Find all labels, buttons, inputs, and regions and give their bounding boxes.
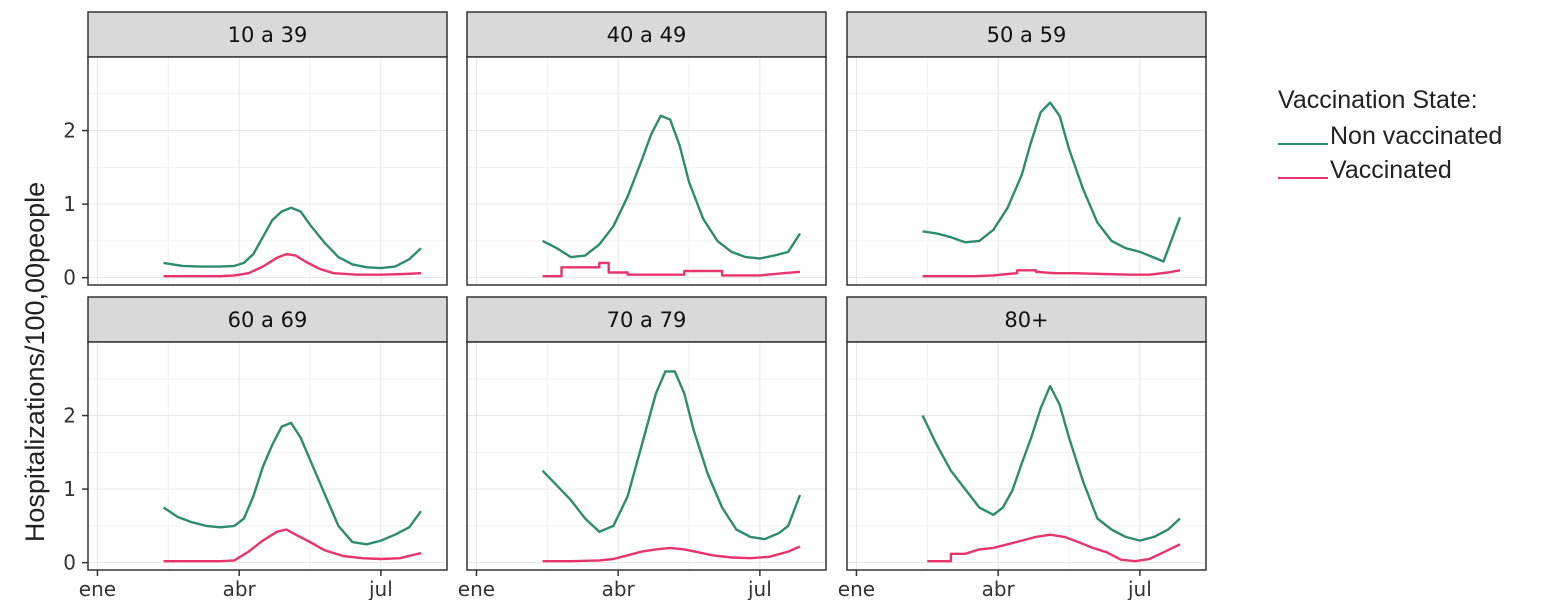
panel-border <box>87 56 448 286</box>
panel-strip-title: 50 a 59 <box>987 23 1067 47</box>
series-line-vaccinated <box>163 528 422 563</box>
y-tick-label: 1 <box>63 192 76 216</box>
panel-strip-title: 10 a 39 <box>228 23 308 47</box>
panel-50-a-59: 50 a 59 <box>846 11 1207 286</box>
panel-80+: 80+ ene abr jul <box>838 296 1207 600</box>
panel-strip <box>466 11 827 58</box>
x-tick-label: abr <box>602 577 636 600</box>
legend-label-vaccinated: Vaccinated <box>1330 156 1452 184</box>
panel-strip <box>846 11 1207 58</box>
panel-strip-title: 80+ <box>1004 308 1048 332</box>
panel-border <box>846 56 1207 286</box>
legend-label-non-vaccinated: Non vaccinated <box>1330 122 1503 150</box>
legend-item-non-vaccinated: Non vaccinated <box>1278 119 1502 153</box>
panel-border <box>466 56 827 286</box>
panel-plot-area <box>88 57 447 285</box>
x-tick-label: jul <box>368 577 393 600</box>
x-tick-label: ene <box>458 577 495 600</box>
series-line-non-vaccinated <box>921 384 1181 542</box>
panel-border <box>87 341 448 571</box>
panel-70-a-79: 70 a 79 ene abr jul <box>458 296 827 600</box>
panel-strip-title: 70 a 79 <box>607 308 687 332</box>
panel-strip <box>87 11 448 58</box>
series-line-non-vaccinated <box>162 421 422 546</box>
series-line-vaccinated <box>922 269 1181 278</box>
series-line-vaccinated <box>542 545 801 563</box>
legend-title: Vaccination State: <box>1278 86 1478 114</box>
y-axis-label: Hospitalizations/100,00people <box>20 182 50 542</box>
series-line-non-vaccinated <box>541 370 802 541</box>
y-tick-label: 0 <box>63 266 76 290</box>
panel-strip <box>87 296 448 343</box>
panel-60-a-69: 60 a 69 0 1 2 ene abr jul <box>63 296 448 600</box>
legend-swatch-non-vaccinated <box>1278 143 1328 145</box>
series-line-non-vaccinated <box>542 114 802 260</box>
panel-plot-area <box>847 57 1206 285</box>
panel-plot-area <box>467 342 826 570</box>
x-tick-label: abr <box>223 577 257 600</box>
y-tick-label: 2 <box>63 404 76 428</box>
series-line-vaccinated <box>927 533 1181 563</box>
legend: Vaccination State: Non vaccinated Vaccin… <box>1278 86 1502 187</box>
panel-border <box>846 341 1207 571</box>
x-tick-label: ene <box>79 577 116 600</box>
panel-border <box>466 341 827 571</box>
series-line-non-vaccinated <box>163 206 422 270</box>
series-line-vaccinated <box>163 252 422 278</box>
series-line-non-vaccinated <box>922 101 1182 263</box>
y-tick-label: 1 <box>63 477 76 501</box>
panel-strip <box>466 296 827 343</box>
y-tick-label: 2 <box>63 119 76 143</box>
x-tick-label: ene <box>838 577 875 600</box>
panel-10-a-39: 10 a 39 0 1 2 <box>63 11 448 290</box>
panel-strip <box>846 296 1207 343</box>
series-line-vaccinated <box>542 261 801 278</box>
y-tick-label: 0 <box>63 551 76 575</box>
x-tick-label: jul <box>1127 577 1152 600</box>
legend-swatch-vaccinated <box>1278 177 1328 179</box>
x-tick-label: abr <box>982 577 1016 600</box>
panel-strip-title: 40 a 49 <box>607 23 687 47</box>
panels-grid: 10 a 39 0 1 2 40 a 49 50 a 59 60 a 69 0 1 2 ene abr… <box>63 11 1207 600</box>
panel-plot-area <box>847 342 1206 570</box>
legend-item-vaccinated: Vaccinated <box>1278 153 1502 187</box>
x-tick-label: jul <box>747 577 772 600</box>
panel-strip-title: 60 a 69 <box>228 308 308 332</box>
panel-40-a-49: 40 a 49 <box>466 11 827 286</box>
panel-plot-area <box>467 57 826 285</box>
